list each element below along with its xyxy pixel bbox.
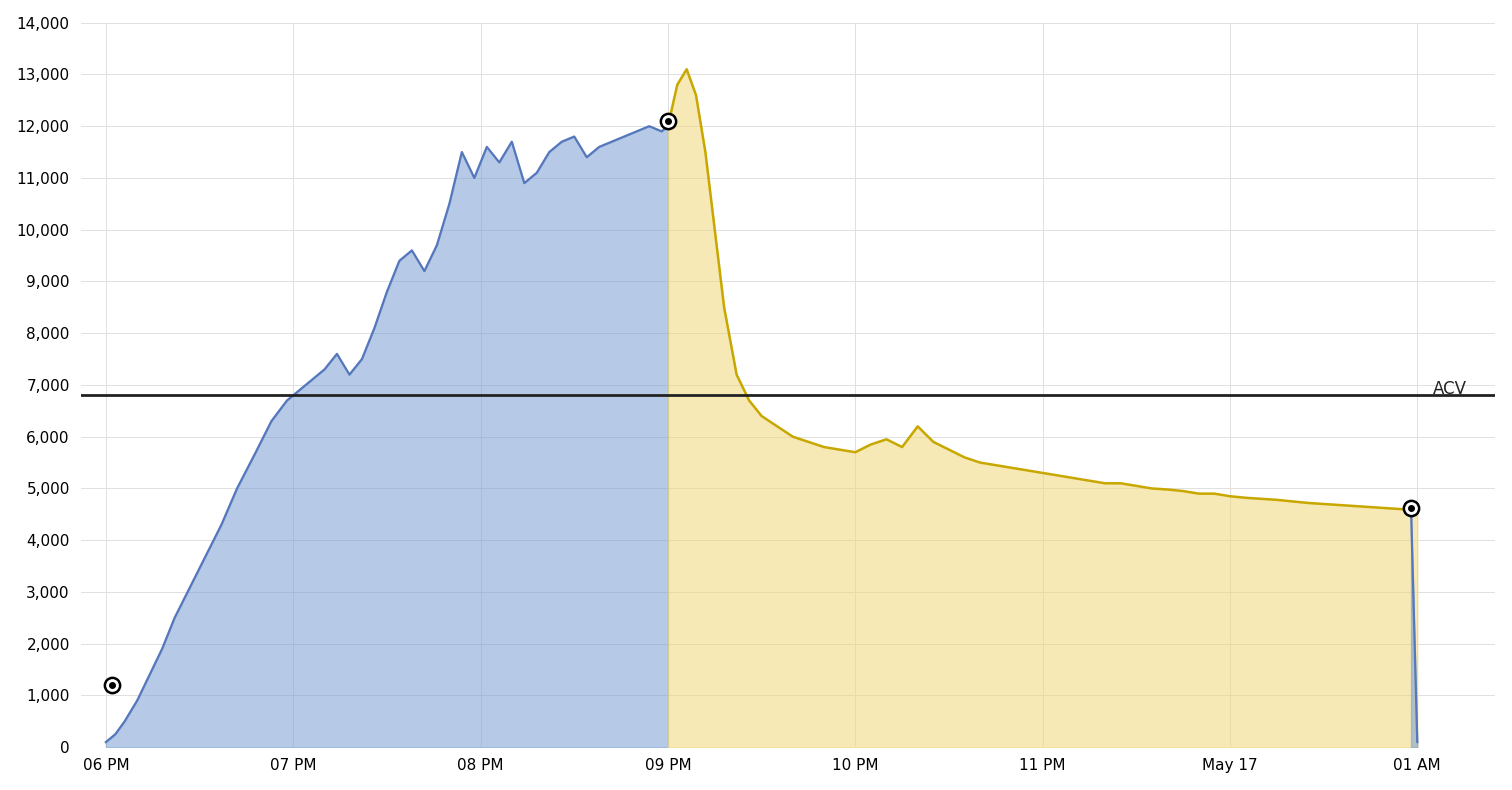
Text: ACV: ACV	[1433, 380, 1467, 398]
